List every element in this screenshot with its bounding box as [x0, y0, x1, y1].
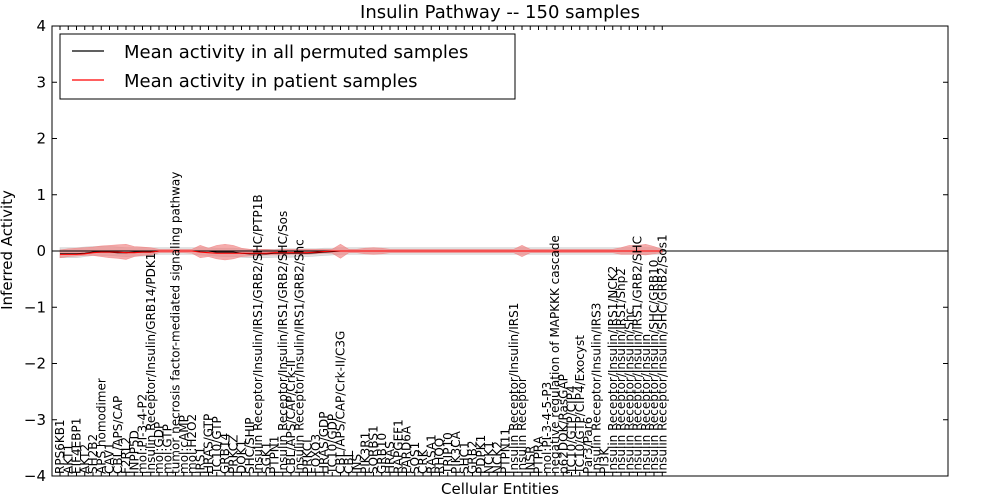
- x-tick-label: SORBS1: [367, 425, 381, 474]
- x-tick-label: HRAS/GTP: [202, 414, 216, 474]
- x-tick-label: CBL/APS/CAP/Crk-II/C3G: [334, 331, 348, 474]
- x-tick-label: DOK1: [235, 440, 249, 474]
- x-tick-label: Insulin Receptor/Insulin: [639, 334, 653, 474]
- x-tick-label: GRB2: [466, 440, 480, 474]
- x-tick-label: p62DOK/RasGAP: [556, 374, 570, 474]
- x-tick-label: TC10/GTP: [210, 416, 224, 475]
- x-tick-label: RHOQ: [433, 438, 447, 474]
- x-tick-label: PTPN11: [499, 428, 513, 474]
- x-tick-label: Insulin Receptor/Insulin/SHC/GRB10: [647, 260, 661, 474]
- legend-box: [59, 33, 516, 100]
- x-tick-label: negative regulation of MAPKKK cascade: [548, 235, 562, 474]
- x-tick-label: SHC1: [457, 441, 471, 474]
- y-tick-label: 4: [36, 17, 46, 35]
- x-tick-label: PTPN1: [268, 436, 282, 474]
- legend-label-patient: Mean activity in patient samples: [124, 71, 418, 92]
- x-tick-label: HRAS: [383, 441, 397, 474]
- x-tick-label: INS: [350, 454, 364, 474]
- x-tick-label: PRKCZ: [226, 435, 240, 474]
- x-tick-label: Insulin Receptor/Insulin/IRS1/GRB2/Shc: [292, 239, 306, 474]
- x-tick-label: TRIP10: [441, 432, 455, 475]
- y-tick-label: 1: [36, 186, 46, 204]
- y-axis-label: Inferred Activity: [0, 190, 16, 310]
- x-tick-label: Par3/Par6: [581, 417, 595, 474]
- x-tick-label: PIK3CA: [449, 430, 463, 474]
- series-band-1: [59, 243, 663, 261]
- chart-title: Insulin Pathway -- 150 samples: [360, 2, 640, 23]
- x-tick-label: INPP5D: [127, 430, 141, 474]
- y-tick-label: −4: [24, 467, 46, 485]
- x-tick-label: AKT1: [61, 444, 75, 474]
- x-tick-label: SOS1: [408, 442, 422, 474]
- x-tick-label: mol:GTP: [160, 424, 174, 474]
- x-tick-label: NCK2: [490, 441, 504, 474]
- x-tick-label: INSR: [523, 446, 537, 474]
- x-tick-label: F2RL2: [119, 437, 133, 474]
- x-tick-label: NCK1: [482, 441, 496, 474]
- x-tick-label: RPS6KB1: [53, 419, 67, 474]
- x-tick-label: PTPRA: [532, 435, 546, 474]
- x-tick-label: SGK1: [259, 442, 273, 474]
- x-tick-label: GRB14: [218, 433, 232, 474]
- y-tick-label: −1: [24, 298, 46, 316]
- x-tick-label: Insulin Receptor/Insulin/IRS1/GRB2/SHC/S…: [276, 211, 290, 474]
- x-tick-label: APS homodimer: [94, 378, 108, 474]
- x-tick-label: mol:H2O2: [185, 414, 199, 474]
- x-tick-label: mol:cAMP: [177, 415, 191, 474]
- x-tick-label: GRB10: [375, 433, 389, 474]
- x-tick-label: tumor necrosis factor-mediated signaling…: [169, 172, 183, 474]
- x-tick-label: TC10/GTP/CIP4/Exocyst: [573, 335, 587, 475]
- y-tick-label: −3: [24, 411, 46, 429]
- x-tick-label: HRAS/GDP: [317, 411, 331, 474]
- y-tick-label: −2: [24, 355, 46, 373]
- plot-area: −4 −3 −2 −1 0 1 2 3 4 RPS6KB1AKT1EIF4EBP1AKT2SH2B…: [24, 17, 948, 485]
- x-tick-label: Insulin Receptor/Insulin/IRS3: [589, 303, 603, 474]
- x-tick-label: Insulin Receptor/Insulin/Shc: [622, 308, 636, 474]
- x-tick-label: PARD6A: [400, 425, 414, 474]
- x-tick-label: CBL/APS/CAP/Crk-II: [284, 360, 298, 474]
- plot-frame: [51, 25, 949, 477]
- x-tick-label: CRK: [416, 448, 430, 474]
- legend: Mean activity in all permuted samples Me…: [59, 33, 516, 100]
- y-tick-label: 3: [36, 73, 46, 91]
- x-tick-label: PRKCI: [301, 439, 315, 474]
- y-tick-label: 2: [36, 130, 46, 148]
- y-tick-label: 0: [36, 242, 46, 260]
- x-tick-label: PI3K: [598, 447, 612, 474]
- x-tick-label: Insulin Receptor/Insulin/IRS1/GRB2/SHC: [631, 236, 645, 474]
- x-tick-label: EIF4EBP1: [70, 418, 84, 474]
- x-tick-label: TC10/GTP/CIP4: [565, 385, 579, 475]
- x-tick-label: Insulin Receptor/Insulin/SHC/GRB2/Sos1: [655, 234, 669, 474]
- x-tick-label: Insulin Receptor/Insulin/IRS1/NCK2: [606, 266, 620, 474]
- x-tick-label: Insulin Receptor: [515, 377, 529, 474]
- x-tick-label: CBL: [342, 450, 356, 474]
- x-tick-label: mol:PI-3-4-P2: [136, 394, 150, 474]
- x-tick-label: SH2B2: [86, 434, 100, 474]
- x-tick-label: PIK3R1: [358, 432, 372, 474]
- series-line-1: [60, 250, 663, 255]
- x-tick-label: CBL/APS/CAP: [111, 396, 125, 474]
- x-tick-label: RAPGEF1: [391, 419, 405, 474]
- x-tick-label: FOXO3: [309, 434, 323, 474]
- x-tick-label: mol:PI-3-4-5-P3: [540, 382, 554, 474]
- x-tick-label: Insulin Receptor/Insulin/IRS1/GRB2/SHC/P…: [251, 194, 265, 474]
- x-tick-label: CAV1: [103, 442, 117, 474]
- legend-label-permuted: Mean activity in all permuted samples: [124, 42, 468, 63]
- x-tick-label: IRS1: [193, 447, 207, 474]
- x-tick-label: TC10/GDP: [325, 414, 339, 475]
- x-tick-label: PDPK1: [474, 435, 488, 474]
- x-tick-label: SHC/SHIP: [243, 418, 257, 474]
- x-tick-label: Insulin Receptor/Insulin/IRS1/Shp2: [614, 268, 628, 474]
- x-tick-label: Insulin Receptor/Insulin/GRB14/PDK1: [144, 253, 158, 474]
- x-tick-label: mol:GDP: [152, 422, 166, 474]
- x-tick-label: AKT2: [78, 444, 92, 474]
- x-tick-label: Insulin Receptor/Insulin/IRS1: [507, 303, 521, 474]
- x-tick-label: RASA1: [424, 434, 438, 474]
- x-axis-label: Cellular Entities: [441, 480, 559, 498]
